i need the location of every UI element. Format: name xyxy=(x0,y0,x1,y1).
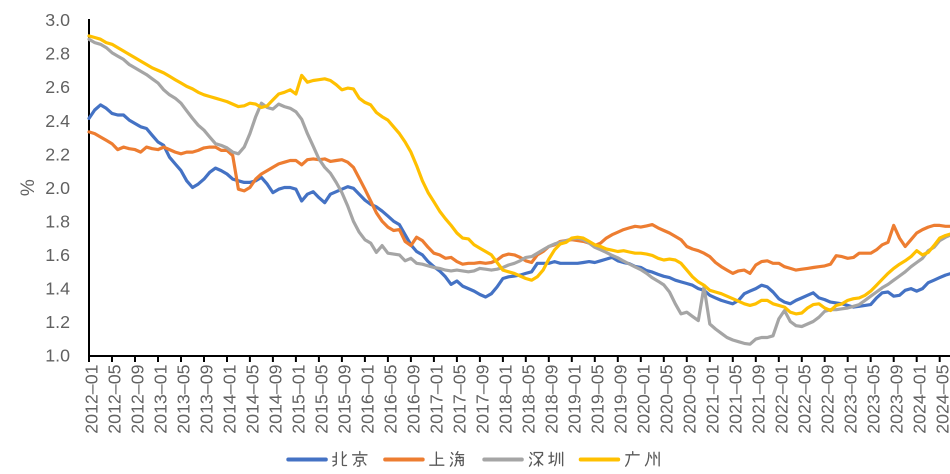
svg-text:2020–09: 2020–09 xyxy=(680,364,700,433)
svg-text:2017–09: 2017–09 xyxy=(473,364,493,433)
svg-text:2018–09: 2018–09 xyxy=(542,364,562,433)
svg-text:2014–05: 2014–05 xyxy=(243,364,263,433)
svg-text:3.0: 3.0 xyxy=(45,10,70,30)
svg-text:2012–09: 2012–09 xyxy=(128,364,148,433)
svg-text:2014–09: 2014–09 xyxy=(266,364,286,433)
svg-text:2.6: 2.6 xyxy=(45,77,70,97)
svg-text:2023–09: 2023–09 xyxy=(886,364,906,433)
svg-text:2.0: 2.0 xyxy=(45,178,70,198)
svg-text:2022–09: 2022–09 xyxy=(817,364,837,433)
svg-text:2012–01: 2012–01 xyxy=(82,364,102,433)
svg-text:%: % xyxy=(18,179,39,196)
svg-text:2022–05: 2022–05 xyxy=(795,364,815,433)
svg-text:2018–05: 2018–05 xyxy=(519,364,539,433)
svg-text:2.4: 2.4 xyxy=(45,111,70,131)
svg-text:2020–01: 2020–01 xyxy=(634,364,654,433)
svg-text:2.8: 2.8 xyxy=(45,44,70,64)
svg-text:2021–09: 2021–09 xyxy=(749,364,769,433)
svg-text:2019–09: 2019–09 xyxy=(611,364,631,433)
svg-text:2021–05: 2021–05 xyxy=(726,364,746,433)
svg-text:2013–09: 2013–09 xyxy=(197,364,217,433)
svg-text:2022–01: 2022–01 xyxy=(772,364,792,433)
svg-text:2021–01: 2021–01 xyxy=(703,364,723,433)
svg-text:2016–05: 2016–05 xyxy=(381,364,401,433)
svg-text:2015–01: 2015–01 xyxy=(289,364,309,433)
svg-text:1.4: 1.4 xyxy=(45,279,70,299)
svg-text:2016–09: 2016–09 xyxy=(404,364,424,433)
svg-text:2020–05: 2020–05 xyxy=(657,364,677,433)
svg-text:2017–01: 2017–01 xyxy=(427,364,447,433)
svg-text:2017–05: 2017–05 xyxy=(450,364,470,433)
svg-text:2019–05: 2019–05 xyxy=(588,364,608,433)
svg-text:2.2: 2.2 xyxy=(45,144,70,164)
svg-text:2015–09: 2015–09 xyxy=(335,364,355,433)
svg-text:2019–01: 2019–01 xyxy=(565,364,585,433)
svg-text:2014–01: 2014–01 xyxy=(220,364,240,433)
svg-text:1.0: 1.0 xyxy=(45,346,70,366)
svg-text:2013–05: 2013–05 xyxy=(174,364,194,433)
svg-text:2024–01: 2024–01 xyxy=(909,364,929,433)
svg-text:1.8: 1.8 xyxy=(45,211,70,231)
svg-text:1.6: 1.6 xyxy=(45,245,70,265)
svg-text:2024–05: 2024–05 xyxy=(932,364,950,433)
svg-text:1.2: 1.2 xyxy=(45,312,70,332)
svg-text:2018–01: 2018–01 xyxy=(496,364,516,433)
svg-text:2023–05: 2023–05 xyxy=(863,364,883,433)
svg-text:2023–01: 2023–01 xyxy=(840,364,860,433)
svg-text:2012–05: 2012–05 xyxy=(105,364,125,433)
svg-text:2016–01: 2016–01 xyxy=(358,364,378,433)
svg-text:2015–05: 2015–05 xyxy=(312,364,332,433)
svg-text:2013–01: 2013–01 xyxy=(151,364,171,433)
